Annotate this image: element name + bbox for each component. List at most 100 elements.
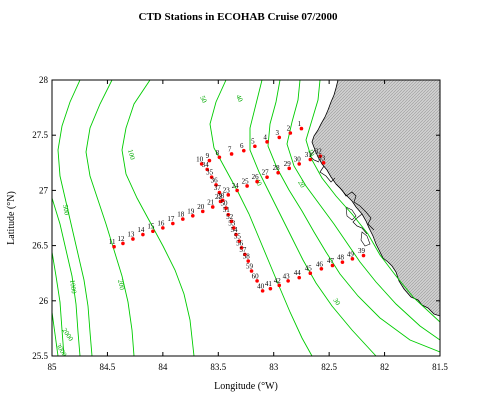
station-label-54: 54 [231, 226, 239, 234]
station-label-44: 44 [294, 269, 302, 277]
station-label-13: 13 [127, 230, 135, 238]
isobath-20 [286, 80, 440, 341]
station-label-17: 17 [167, 215, 175, 223]
isobath-200 [85, 80, 135, 356]
station-marker-58 [246, 259, 251, 263]
station-label-43: 43 [283, 272, 291, 280]
isobath-label-200: 200 [116, 279, 126, 291]
isobath-label-10: 10 [306, 148, 316, 158]
station-marker-45 [308, 271, 313, 276]
isobath-label-40b: 40 [234, 93, 244, 103]
station-marker-24 [235, 188, 239, 193]
station-marker-32 [318, 154, 323, 158]
station-marker-48 [340, 260, 345, 264]
station-marker-50 [224, 206, 228, 210]
station-label-11: 11 [109, 238, 116, 246]
y-axis-label: Latitude (°N) [6, 191, 17, 245]
station-marker-10 [199, 162, 204, 166]
station-marker-38 [220, 198, 225, 203]
isobath-label-50: 50 [198, 94, 208, 104]
station-label-12: 12 [117, 235, 125, 243]
station-marker-42 [277, 283, 282, 288]
station-label-10: 10 [196, 155, 204, 163]
y-tick-label: 27.5 [32, 130, 48, 140]
station-marker-29 [287, 166, 292, 171]
station-label-2: 2 [287, 124, 291, 132]
station-label-51: 51 [223, 206, 231, 214]
isobath-2000 [52, 251, 65, 356]
station-marker-23 [226, 193, 231, 197]
florida-land [311, 80, 440, 317]
station-label-26: 26 [252, 173, 260, 181]
station-label-60: 60 [252, 272, 260, 280]
station-marker-20 [200, 209, 205, 214]
station-label-15: 15 [147, 223, 155, 231]
station-marker-14 [141, 232, 145, 237]
station-marker-17 [171, 221, 175, 226]
station-marker-5 [253, 144, 257, 149]
plot-area: 10 20 30 40 50 100 200 500 1000 2000 300… [52, 80, 440, 356]
station-label-4: 4 [263, 133, 267, 141]
y-tick-label: 25.5 [32, 351, 48, 361]
coastline-detail [309, 149, 375, 235]
station-label-47: 47 [327, 257, 335, 265]
isobath-500 [57, 80, 93, 356]
x-tick-label: 84 [158, 362, 168, 372]
x-tick-label: 83.5 [210, 362, 226, 372]
isobath-100 [121, 80, 195, 356]
station-label-24: 24 [232, 182, 240, 190]
station-label-56: 56 [236, 239, 244, 247]
station-label-48: 48 [337, 254, 345, 262]
station-label-23: 23 [223, 186, 231, 194]
station-marker-6 [241, 148, 246, 153]
station-marker-47 [330, 263, 335, 268]
station-label-42: 42 [274, 277, 282, 285]
isobath-10 [305, 80, 440, 323]
station-label-1: 1 [298, 120, 302, 128]
station-marker-46 [319, 266, 324, 271]
station-label-30: 30 [294, 155, 302, 163]
station-label-39: 39 [358, 247, 366, 255]
plot-frame [51, 79, 441, 357]
isobath-1000 [52, 197, 81, 356]
isobath-30 [267, 80, 440, 353]
station-label-20: 20 [197, 203, 205, 211]
station-marker-12 [121, 241, 125, 246]
station-label-40: 40 [257, 282, 265, 290]
x-tick-label: 82 [380, 362, 389, 372]
station-marker-39 [361, 253, 366, 258]
station-marker-2 [288, 131, 293, 135]
isobath-3000 [52, 311, 59, 356]
isobath-50 [209, 80, 313, 356]
station-label-14: 14 [137, 226, 145, 234]
station-label-6: 6 [240, 142, 244, 150]
station-marker-27 [265, 175, 269, 179]
isobath-label-20: 20 [296, 179, 307, 189]
x-tick-label: 81.5 [432, 362, 448, 372]
station-marker-28 [276, 170, 280, 175]
station-label-31: 31 [305, 151, 313, 159]
station-marker-49 [350, 257, 355, 261]
station-marker-55 [237, 239, 242, 243]
station-marker-30 [297, 162, 302, 166]
station-marker-60 [255, 279, 259, 283]
station-label-55: 55 [234, 233, 242, 241]
station-marker-3 [277, 135, 282, 140]
station-marker-33 [321, 161, 326, 165]
station-label-7: 7 [228, 145, 232, 153]
land-mass [309, 80, 440, 317]
station-label-34: 34 [202, 161, 210, 169]
station-marker-7 [229, 152, 234, 156]
station-marker-11 [112, 244, 116, 249]
station-label-8: 8 [216, 149, 220, 157]
station-marker-53 [232, 226, 236, 230]
station-marker-41 [268, 286, 273, 291]
station-marker-43 [286, 279, 290, 283]
y-tick-label: 27 [39, 185, 49, 195]
station-label-52: 52 [226, 213, 234, 221]
station-label-21: 21 [207, 198, 215, 206]
station-label-58: 58 [243, 253, 251, 261]
estuary [345, 206, 371, 247]
